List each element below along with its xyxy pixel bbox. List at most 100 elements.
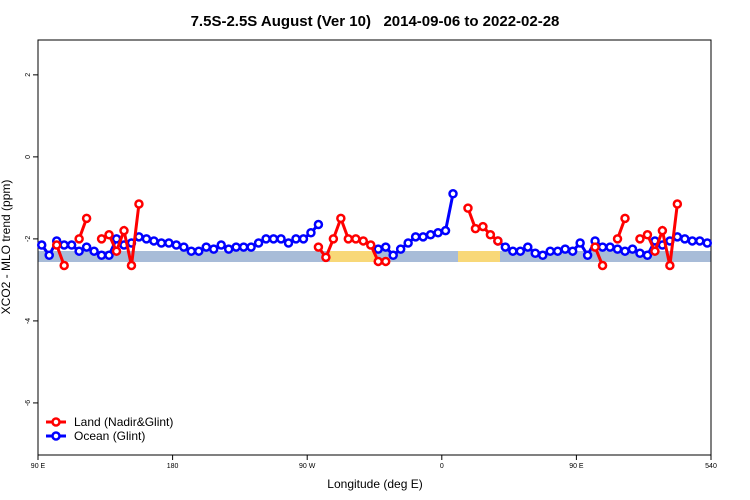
y-tick-label: -4	[25, 318, 32, 324]
data-point	[515, 246, 526, 256]
x-tick-label: 90 E	[31, 463, 46, 470]
data-point	[403, 238, 413, 248]
data-point	[425, 230, 436, 240]
data-point	[680, 234, 690, 244]
data-point	[538, 250, 548, 261]
data-point	[410, 232, 421, 242]
data-point	[59, 240, 69, 250]
x-tick-label: 180	[167, 463, 179, 470]
data-point	[119, 225, 129, 236]
data-point	[695, 236, 705, 246]
data-point	[141, 234, 152, 244]
data-point	[485, 230, 496, 240]
data-point	[126, 260, 137, 271]
data-point	[373, 256, 383, 267]
data-point	[642, 250, 653, 261]
data-point	[81, 213, 92, 224]
y-tick-label: 2	[25, 73, 32, 77]
data-point	[223, 244, 234, 254]
x-tick-label: 0	[440, 463, 444, 470]
data-point	[620, 246, 630, 256]
data-point	[597, 242, 608, 252]
data-point	[298, 234, 309, 244]
data-point	[470, 223, 481, 234]
data-point	[171, 240, 182, 250]
y-tick-label: -2	[25, 236, 32, 242]
data-point	[373, 244, 383, 254]
data-point	[134, 199, 144, 209]
legend-label: Land (Nadir&Glint)	[74, 415, 173, 429]
data-point	[104, 230, 114, 240]
data-point	[612, 234, 623, 244]
data-point	[268, 234, 279, 244]
data-point	[650, 246, 660, 256]
data-point	[448, 189, 458, 199]
data-point	[306, 227, 316, 238]
land-strip	[458, 251, 500, 262]
data-point	[366, 240, 376, 250]
y-axis-label: XCO2 - MLO trend (ppm)	[0, 180, 13, 315]
data-point	[201, 242, 211, 252]
data-point	[500, 242, 511, 252]
data-point	[388, 250, 398, 261]
data-point	[582, 250, 593, 261]
data-point	[463, 203, 473, 213]
data-point	[523, 242, 533, 252]
data-point	[36, 240, 47, 250]
legend-marker	[51, 431, 61, 441]
x-tick-label: 540	[705, 463, 717, 470]
data-point	[657, 225, 668, 236]
data-point	[111, 246, 122, 256]
land-strip	[330, 251, 375, 262]
data-point	[642, 230, 653, 240]
data-point	[612, 244, 623, 254]
data-point	[351, 234, 361, 244]
data-point	[418, 232, 428, 242]
data-point	[246, 242, 256, 252]
data-point	[627, 244, 638, 254]
data-point	[478, 221, 488, 232]
data-point	[702, 238, 713, 248]
data-point	[493, 236, 503, 246]
data-point	[687, 236, 698, 246]
data-point	[96, 250, 107, 261]
data-point	[358, 236, 369, 246]
data-point	[530, 248, 541, 258]
data-point	[164, 238, 174, 248]
data-point	[149, 236, 159, 246]
data-point	[74, 246, 84, 256]
data-point	[380, 242, 391, 252]
data-point	[605, 242, 615, 252]
data-point	[380, 256, 391, 267]
data-point	[328, 234, 339, 244]
data-point	[620, 213, 630, 224]
data-point	[253, 238, 264, 248]
data-point	[74, 234, 84, 244]
legend-marker	[51, 417, 61, 427]
data-point	[156, 238, 167, 248]
data-point	[575, 238, 585, 248]
data-point	[590, 242, 600, 252]
data-point	[44, 250, 54, 261]
data-point	[597, 260, 608, 271]
x-axis-label: Longitude (deg E)	[327, 477, 422, 491]
chart-title: 7.5S-2.5S August (Ver 10) 2014-09-06 to …	[191, 13, 560, 30]
data-point	[179, 242, 189, 252]
data-point	[216, 240, 226, 250]
y-tick-label: 0	[25, 155, 32, 159]
data-point	[89, 246, 99, 256]
data-point	[96, 234, 107, 244]
x-tick-label: 90 W	[299, 463, 316, 470]
data-point	[186, 246, 197, 256]
data-point	[283, 238, 294, 248]
data-point	[313, 219, 324, 230]
data-point	[635, 234, 645, 244]
data-point	[567, 246, 578, 256]
data-point	[665, 260, 675, 271]
y-tick-label: -6	[25, 400, 32, 406]
data-point	[433, 227, 443, 238]
x-tick-label: 90 E	[569, 463, 584, 470]
data-point	[81, 242, 92, 252]
data-point	[508, 246, 518, 256]
